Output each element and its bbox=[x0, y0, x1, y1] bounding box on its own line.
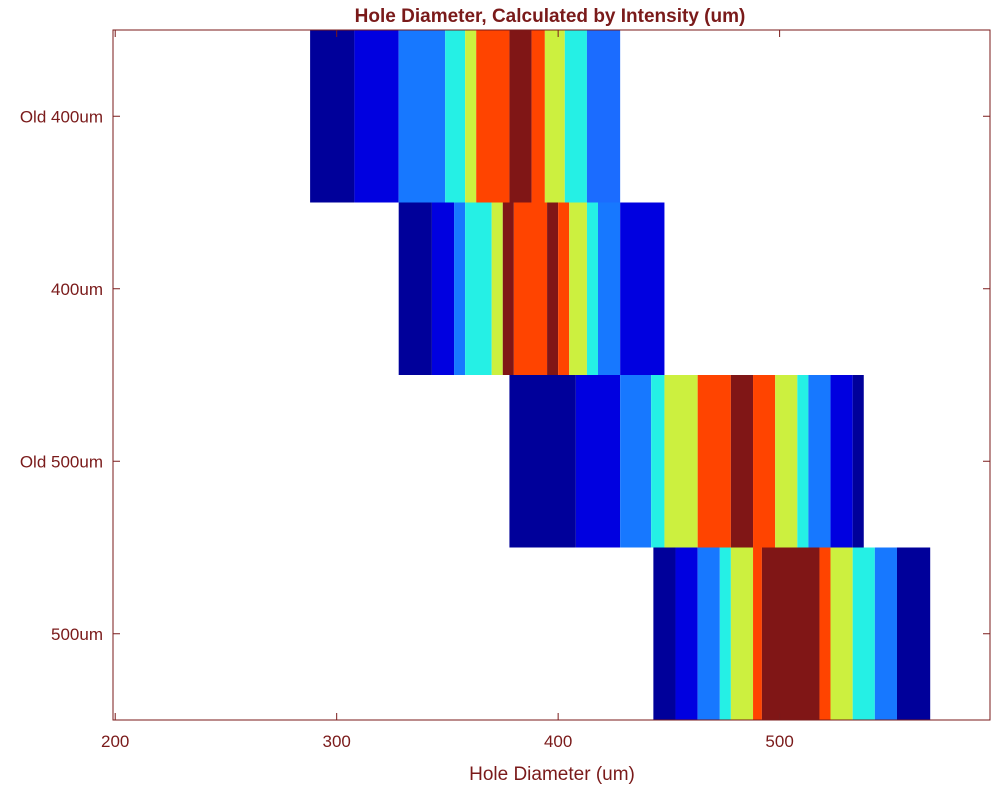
heatmap-cell bbox=[653, 547, 676, 720]
heatmap-cell bbox=[310, 30, 355, 203]
heatmap-cell bbox=[664, 375, 698, 548]
heatmap-cell bbox=[896, 547, 931, 720]
heatmap-cell bbox=[558, 202, 570, 375]
y-tick-label: Old 400um bbox=[20, 107, 103, 126]
heatmap-cell bbox=[874, 547, 897, 720]
heatmap-cell bbox=[354, 30, 399, 203]
heatmap-cell bbox=[852, 547, 875, 720]
x-tick-label: 400 bbox=[544, 732, 572, 751]
heatmap-cell bbox=[830, 375, 853, 548]
x-tick-label: 500 bbox=[765, 732, 793, 751]
heatmap-cell bbox=[398, 30, 446, 203]
heatmap-cell bbox=[547, 202, 559, 375]
x-tick-label: 200 bbox=[101, 732, 129, 751]
heatmap-cell bbox=[761, 547, 820, 720]
heatmap-cell bbox=[830, 547, 853, 720]
heatmap-cell bbox=[797, 375, 809, 548]
heatmap-cell bbox=[808, 375, 831, 548]
heatmap-cell bbox=[502, 202, 514, 375]
heatmap-cell bbox=[431, 202, 455, 375]
heatmap-cell bbox=[465, 30, 477, 203]
heatmap-cell bbox=[598, 202, 621, 375]
heatmap-cell bbox=[398, 202, 432, 375]
heatmap-cell bbox=[819, 547, 831, 720]
heatmap-cell bbox=[476, 30, 510, 203]
heatmap-cell bbox=[513, 202, 548, 375]
heatmap-cell bbox=[509, 375, 576, 548]
heatmap-cell bbox=[730, 375, 754, 548]
chart-title: Hole Diameter, Calculated by Intensity (… bbox=[355, 6, 746, 27]
heatmap-cell bbox=[575, 375, 621, 548]
heatmap-cell bbox=[651, 375, 665, 548]
y-tick-label: Old 500um bbox=[20, 452, 103, 471]
heatmap-bands bbox=[310, 30, 931, 720]
y-axis-ticks: Old 400um 400um Old 500um 500um bbox=[20, 107, 990, 644]
heatmap-cell bbox=[719, 547, 731, 720]
x-axis-ticks: 200 300 400 500 bbox=[101, 30, 794, 751]
heatmap-cell bbox=[586, 30, 621, 203]
heatmap-cell bbox=[852, 375, 864, 548]
heatmap-cell bbox=[620, 202, 665, 375]
heatmap-cell bbox=[730, 547, 754, 720]
x-axis-label: Hole Diameter (um) bbox=[469, 764, 635, 785]
plot-frame bbox=[112, 29, 991, 721]
heatmap-cell bbox=[531, 30, 545, 203]
heatmap-cell bbox=[697, 547, 720, 720]
heatmap-cell bbox=[491, 202, 503, 375]
heatmap-cell bbox=[753, 547, 762, 720]
heatmap-cell bbox=[569, 202, 587, 375]
heatmap-cell bbox=[620, 375, 652, 548]
heatmap-cell bbox=[697, 375, 731, 548]
y-tick-label: 500um bbox=[51, 625, 103, 644]
heatmap-cell bbox=[775, 375, 798, 548]
y-tick-label: 400um bbox=[51, 280, 103, 299]
heatmap-cell bbox=[454, 202, 466, 375]
heatmap-cell bbox=[544, 30, 565, 203]
heatmap-cell bbox=[753, 375, 776, 548]
heatmap-cell bbox=[465, 202, 492, 375]
heatmap-cell bbox=[445, 30, 466, 203]
heatmap-cell bbox=[586, 202, 599, 375]
x-tick-label: 300 bbox=[322, 732, 350, 751]
heatmap-cell bbox=[509, 30, 532, 203]
heatmap-cell bbox=[675, 547, 698, 720]
heatmap-cell bbox=[564, 30, 587, 203]
